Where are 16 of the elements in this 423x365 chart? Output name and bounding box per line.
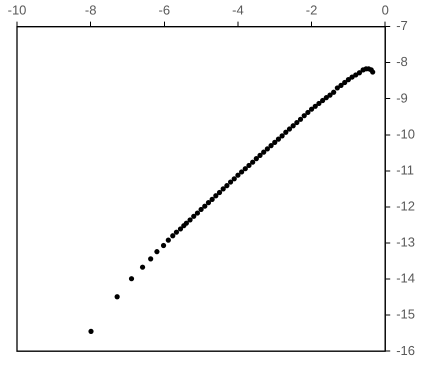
y-tick-label: -15 [396, 306, 416, 322]
y-tick-label: -13 [396, 234, 416, 250]
x-tick-label: -4 [232, 2, 244, 18]
y-tick-label: -11 [396, 162, 414, 178]
y-tick-label: -10 [396, 126, 416, 142]
y-tick-label: -12 [396, 198, 416, 214]
y-tick-label: -16 [396, 342, 416, 358]
x-tick-label: -2 [306, 2, 318, 18]
y-tick-label: -7 [396, 18, 408, 34]
x-tick-label: -6 [158, 2, 170, 18]
x-tick-label: -10 [8, 2, 26, 18]
y-tick-label: -14 [396, 270, 416, 286]
y-tick-label: -8 [396, 54, 408, 70]
x-tick-label: -8 [84, 2, 96, 18]
y-tick-label: -9 [396, 90, 408, 106]
x-tick-label: 0 [382, 2, 389, 18]
